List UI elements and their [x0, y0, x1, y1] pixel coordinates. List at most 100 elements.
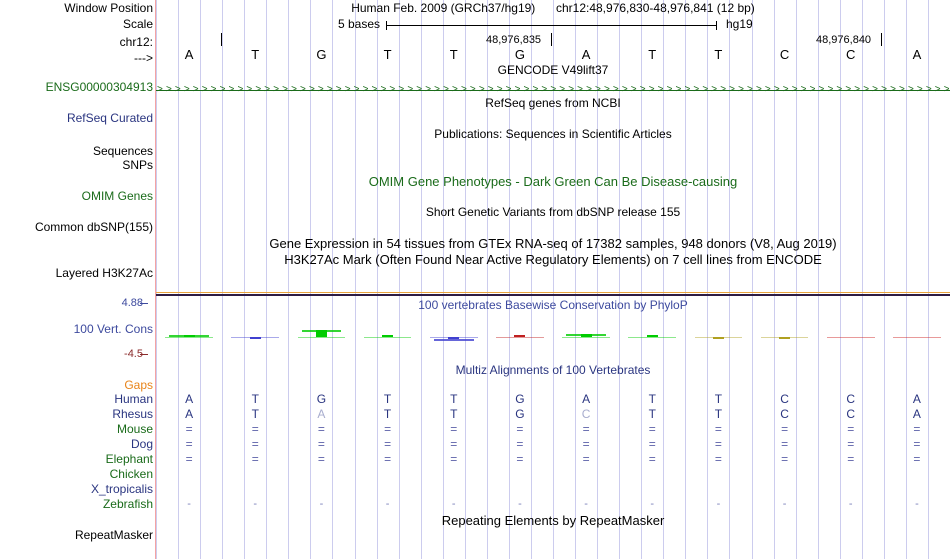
h3k27ac-title: H3K27Ac Mark (Often Found Near Active Re…: [284, 252, 822, 267]
ruler-tick-1: [881, 33, 882, 46]
sidebar-item-dbsnp[interactable]: Common dbSNP(155): [34, 220, 153, 234]
multiz-match: =: [384, 437, 392, 451]
track-divider-dark: [156, 294, 950, 296]
grid-line: [222, 0, 223, 559]
sequence-base: T: [383, 47, 392, 62]
grid-line: [310, 0, 311, 559]
species-label-elephant[interactable]: Elephant: [105, 452, 153, 466]
multiz-match: =: [847, 452, 855, 466]
scale-bar: [386, 25, 716, 26]
multiz-base: T: [450, 407, 458, 421]
multiz-match: =: [185, 452, 193, 466]
omim-title: OMIM Gene Phenotypes - Dark Green Can Be…: [368, 174, 738, 189]
multiz-gap: -: [584, 498, 588, 510]
sidebar-item-gencode[interactable]: ENSG00000304913: [45, 80, 153, 94]
grid-line: [288, 0, 289, 559]
multiz-gap: -: [451, 498, 456, 510]
multiz-match: =: [913, 437, 921, 451]
conservation-bar[interactable]: [448, 337, 460, 339]
conservation-bar[interactable]: [779, 337, 791, 339]
sidebar-item-repeatmasker[interactable]: RepeatMasker: [74, 528, 153, 542]
multiz-gaps-label[interactable]: Gaps: [124, 378, 153, 392]
species-label-zebrafish[interactable]: Zebrafish: [102, 497, 153, 511]
multiz-match: =: [251, 422, 259, 436]
sidebar-item-snps[interactable]: SNPs: [122, 158, 153, 172]
grid-line: [178, 0, 179, 559]
multiz-gap: -: [848, 498, 853, 510]
multiz-base: T: [714, 392, 723, 406]
grid-line: [707, 0, 708, 559]
multiz-base: T: [648, 407, 656, 421]
sidebar-item-sequences[interactable]: Sequences: [92, 144, 153, 158]
grid-line: [377, 0, 378, 559]
multiz-gap: -: [915, 498, 919, 510]
track-label-column[interactable]: Window Position Scale chr12: ---> ENSG00…: [0, 0, 156, 559]
conservation-band: [433, 339, 474, 341]
multiz-match: =: [450, 422, 458, 436]
multiz-base: T: [450, 392, 458, 406]
grid-line: [729, 0, 730, 559]
grid-line: [818, 0, 819, 559]
label-strand: --->: [134, 51, 153, 65]
multiz-base: A: [582, 392, 591, 406]
grid-line: [840, 0, 841, 559]
sidebar-item-omim[interactable]: OMIM Genes: [81, 189, 153, 203]
species-label-dog[interactable]: Dog: [130, 437, 153, 451]
grid-line: [156, 0, 157, 559]
cons-max-tick: [140, 303, 148, 304]
multiz-base: A: [912, 407, 921, 421]
species-label-mouse[interactable]: Mouse: [116, 422, 153, 436]
multiz-gap: -: [518, 498, 522, 510]
sequence-base: T: [714, 47, 723, 62]
publications-title: Publications: Sequences in Scientific Ar…: [434, 127, 672, 141]
multiz-gap: -: [319, 498, 324, 510]
grid-line: [796, 0, 797, 559]
conservation-baseline: [165, 337, 213, 338]
sequence-base: C: [779, 47, 790, 62]
multiz-base: T: [251, 392, 259, 406]
multiz-base: C: [780, 392, 789, 406]
grid-line: [884, 0, 885, 559]
species-label-chicken[interactable]: Chicken: [109, 467, 153, 481]
dbsnp-title: Short Genetic Variants from dbSNP releas…: [425, 205, 681, 219]
species-label-x_tropicalis[interactable]: X_tropicalis: [90, 482, 153, 496]
multiz-match: =: [317, 437, 325, 451]
grid-line: [355, 0, 356, 559]
label-track-separator: [155, 0, 156, 559]
conservation-bar[interactable]: [315, 330, 327, 337]
species-label-human[interactable]: Human: [114, 392, 153, 406]
multiz-match: =: [450, 452, 458, 466]
multiz-match: =: [781, 452, 789, 466]
conservation-bar[interactable]: [712, 337, 724, 339]
grid-line: [443, 0, 444, 559]
assembly-position-line: Human Feb. 2009 (GRCh37/hg19) chr12:48,9…: [156, 2, 950, 15]
multiz-base: A: [185, 407, 194, 421]
multiz-match: =: [913, 452, 921, 466]
grid-line: [928, 0, 929, 559]
sidebar-item-h3k27ac[interactable]: Layered H3K27Ac: [55, 266, 153, 280]
grid-line: [531, 0, 532, 559]
conservation-bar[interactable]: [646, 335, 658, 337]
multiz-gap: -: [650, 498, 655, 510]
multiz-match: =: [847, 422, 855, 436]
conservation-baseline: [893, 337, 941, 338]
multiz-base: T: [648, 392, 656, 406]
conservation-bar[interactable]: [249, 337, 261, 339]
grid-line: [553, 0, 554, 559]
multiz-base: G: [316, 392, 327, 406]
conservation-baseline: [297, 337, 346, 338]
sidebar-item-refseq[interactable]: RefSeq Curated: [66, 111, 153, 125]
sequence-base: C: [846, 47, 856, 62]
grid-line: [465, 0, 466, 559]
species-label-rhesus[interactable]: Rhesus: [112, 407, 153, 421]
sequence-base: A: [581, 47, 591, 62]
sequence-base: T: [251, 47, 260, 62]
label-chrom: chr12:: [119, 35, 153, 49]
conservation-bar[interactable]: [514, 335, 526, 337]
label-window-position: Window Position: [64, 1, 153, 15]
conservation-bar[interactable]: [382, 335, 394, 337]
sidebar-item-cons[interactable]: 100 Vert. Cons: [73, 322, 153, 336]
grid-line: [487, 0, 488, 559]
